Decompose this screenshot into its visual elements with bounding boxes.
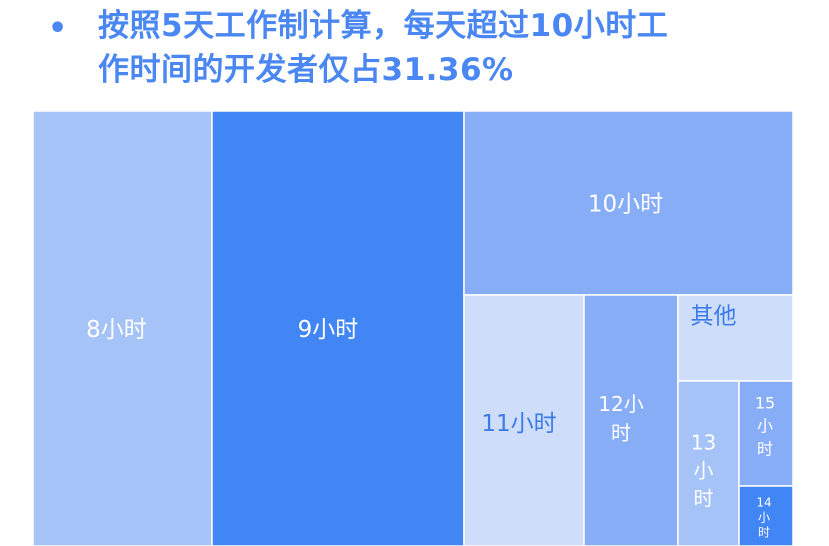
treemap-cell-8-label: 14 小时 bbox=[756, 495, 771, 539]
treemap-cell-8 bbox=[738, 485, 794, 546]
treemap-cell-7 bbox=[738, 380, 794, 487]
headline-line-1: 按照5天工作制计算，每天超过10小时工 bbox=[98, 8, 669, 44]
treemap-cell-3-label: 11小时 bbox=[481, 411, 556, 437]
treemap-cell-5 bbox=[677, 294, 794, 382]
treemap-cell-0-label: 8小时 bbox=[86, 317, 147, 343]
bullet-point: • bbox=[48, 11, 68, 46]
headline-line-2: 作时间的开发者仅占31.36% bbox=[98, 52, 514, 88]
chart-headline: 按照5天工作制计算，每天超过10小时工 作时间的开发者仅占31.36% bbox=[98, 4, 798, 92]
treemap-cell-1-label: 9小时 bbox=[298, 317, 359, 343]
treemap-cell-1 bbox=[211, 110, 465, 546]
treemap-cell-5-label: 其他 bbox=[691, 303, 737, 329]
treemap-cell-3 bbox=[463, 294, 585, 546]
treemap-cell-4-label: 12小时 bbox=[598, 392, 643, 445]
treemap-cell-7-label: 15 小时 bbox=[755, 393, 775, 458]
treemap-cell-2-label: 10小时 bbox=[588, 191, 663, 217]
treemap-cell-6-label: 13 小时 bbox=[691, 431, 716, 511]
treemap-cell-4 bbox=[583, 294, 679, 546]
treemap-cell-2 bbox=[463, 110, 794, 296]
